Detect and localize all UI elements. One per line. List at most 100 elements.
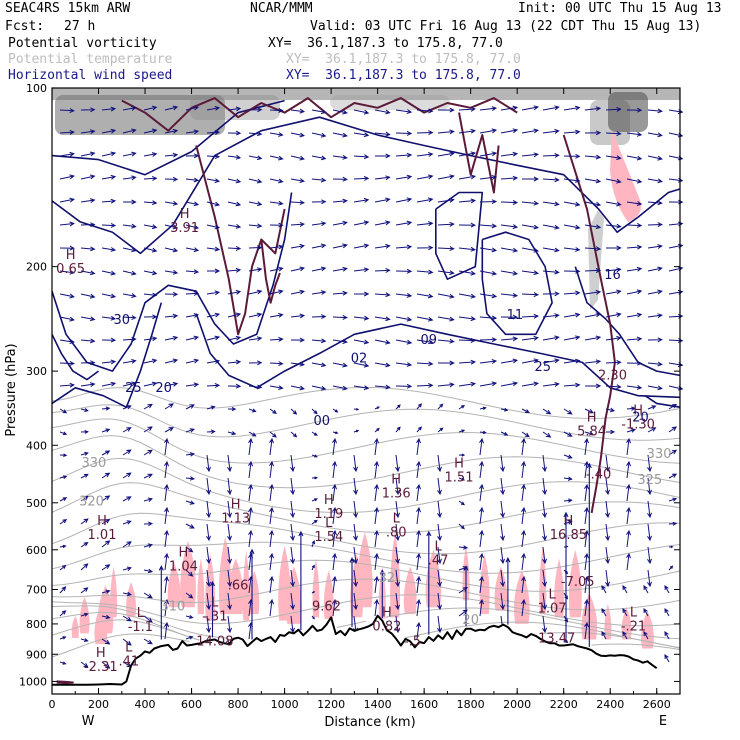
wind-vector bbox=[227, 289, 242, 295]
wind-contour-label: 09 bbox=[421, 333, 438, 348]
wind-vector bbox=[626, 131, 643, 137]
wind-vector bbox=[416, 293, 434, 299]
wind-vector bbox=[416, 383, 434, 388]
wind-vector bbox=[647, 222, 663, 228]
plot-frame bbox=[51, 87, 681, 695]
wind-vector bbox=[164, 269, 179, 275]
wind-vector bbox=[664, 585, 670, 594]
wind-vector bbox=[437, 338, 455, 344]
wind-vector bbox=[542, 291, 560, 297]
wind-vector bbox=[395, 362, 413, 367]
wind-vector bbox=[563, 408, 573, 415]
wind-vector bbox=[622, 608, 628, 617]
wind-vector bbox=[353, 429, 360, 433]
wind-vector bbox=[479, 359, 498, 364]
wind-vector bbox=[479, 460, 484, 479]
wind-vector bbox=[668, 497, 678, 502]
pv-fill-tower bbox=[403, 566, 417, 615]
wind-vector bbox=[269, 552, 274, 571]
wind-vector bbox=[158, 565, 164, 640]
pv-extremum-marker: H bbox=[179, 545, 189, 560]
wind-vector bbox=[122, 175, 137, 181]
wind-vector bbox=[185, 592, 194, 599]
wind-vector bbox=[605, 131, 622, 137]
wind-vector bbox=[647, 337, 663, 343]
wind-vector bbox=[122, 247, 137, 253]
wind-vector bbox=[101, 222, 117, 228]
wind-vector bbox=[227, 224, 242, 229]
wind-vector bbox=[563, 476, 573, 481]
pv-extremum-value: .66 bbox=[228, 579, 249, 594]
wind-vector bbox=[80, 587, 89, 594]
valid-time: Valid: 03 UTC Fri 16 Aug 13 (22 CDT Thu … bbox=[310, 19, 702, 34]
wind-vector bbox=[185, 224, 200, 230]
wind-vector bbox=[374, 460, 379, 479]
wind-vector bbox=[332, 598, 337, 617]
x-tick-label: 400 bbox=[135, 698, 156, 711]
wind-vector bbox=[59, 269, 75, 275]
wind-vector bbox=[59, 361, 75, 366]
wind-vector bbox=[521, 200, 540, 206]
wind-vector bbox=[542, 523, 547, 542]
wind-vector bbox=[458, 381, 477, 387]
wind-vector bbox=[164, 152, 179, 158]
wind-vector bbox=[647, 546, 652, 565]
wind-vector bbox=[59, 151, 75, 157]
wind-vector bbox=[479, 106, 498, 112]
wind-vector bbox=[206, 290, 221, 296]
wind-vector bbox=[605, 178, 622, 184]
wind-vector bbox=[458, 270, 476, 276]
wind-vector bbox=[290, 477, 295, 496]
wind-vector bbox=[143, 497, 153, 502]
wind-vector bbox=[479, 575, 484, 594]
pv-extremum-marker: L bbox=[211, 596, 219, 611]
y-tick-label: 300 bbox=[26, 365, 47, 378]
wind-vector bbox=[59, 197, 75, 203]
wind-vector bbox=[290, 408, 298, 415]
pv-contour bbox=[195, 145, 286, 336]
wind-vector bbox=[647, 313, 663, 319]
wind-vector bbox=[164, 506, 169, 525]
wind-vector bbox=[248, 155, 263, 161]
wind-vector bbox=[332, 529, 337, 548]
wind-vector bbox=[290, 546, 295, 565]
wind-vector bbox=[353, 291, 370, 297]
wind-vector bbox=[584, 575, 589, 594]
wind-vector bbox=[59, 382, 75, 388]
wind-vector bbox=[647, 454, 652, 473]
wind-vector bbox=[584, 529, 589, 548]
wind-vector bbox=[374, 552, 379, 571]
wind-vector bbox=[584, 289, 602, 295]
x-tick-label: 200 bbox=[88, 698, 109, 711]
wind-vector bbox=[248, 245, 263, 251]
wind-vector bbox=[353, 197, 370, 203]
wind-vector bbox=[353, 315, 370, 321]
wind-vector bbox=[101, 359, 117, 365]
wind-vector bbox=[59, 586, 67, 594]
pv-extremum-marker: L bbox=[393, 512, 401, 527]
wind-vector bbox=[395, 244, 413, 250]
wind-vector bbox=[416, 245, 434, 251]
wind-vector bbox=[353, 592, 358, 611]
pv-extremum-value: 1.19 bbox=[314, 507, 343, 522]
wind-vector bbox=[206, 201, 221, 207]
wind-vector bbox=[605, 569, 610, 588]
wind-vector bbox=[500, 336, 519, 342]
wind-vector bbox=[584, 408, 595, 414]
wind-vector bbox=[647, 155, 663, 161]
wind-vector bbox=[479, 337, 498, 343]
org-label: NCAR/MMM bbox=[250, 1, 313, 16]
wind-vector bbox=[290, 385, 305, 391]
wind-vector bbox=[248, 312, 263, 318]
wind-vector bbox=[80, 246, 96, 252]
wind-vector bbox=[248, 360, 263, 366]
wind-vector bbox=[500, 569, 505, 588]
pv-fill-tower bbox=[71, 615, 79, 639]
init-time: Init: 00 UTC Thu 15 Aug 13 bbox=[518, 1, 722, 16]
wind-vector bbox=[122, 315, 137, 321]
wind-vector bbox=[101, 293, 117, 299]
wind-vector bbox=[206, 246, 221, 252]
wind-vector bbox=[664, 654, 670, 663]
wind-vector bbox=[426, 530, 432, 635]
pv-extremum-marker: H bbox=[454, 456, 464, 471]
